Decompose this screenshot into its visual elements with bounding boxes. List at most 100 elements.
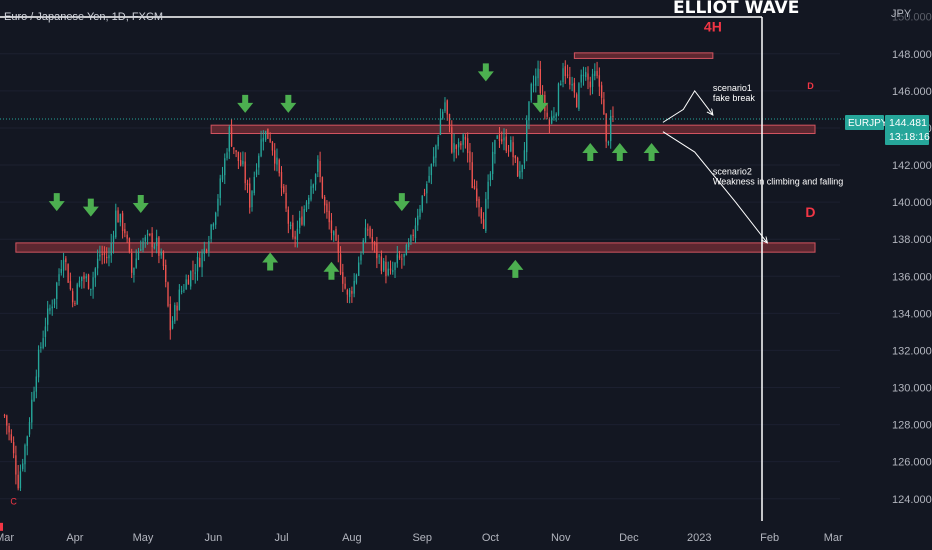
candle-body [42, 338, 44, 349]
candle-body [535, 76, 537, 86]
candle-body [264, 130, 267, 141]
candle-body [605, 113, 607, 142]
candle-body [194, 272, 196, 274]
candle-body [44, 326, 47, 337]
candle-body [501, 139, 503, 142]
x-tick-label: Jul [274, 532, 288, 544]
scenario2-note-line2: Weakness in climbing and falling [713, 176, 843, 186]
candle-body [457, 142, 460, 148]
candle-body [17, 474, 19, 489]
candle-body [562, 68, 564, 82]
candle-body [396, 254, 398, 264]
candle-body [385, 261, 387, 277]
zone-rect[interactable] [573, 52, 714, 59]
candle-body [444, 102, 446, 111]
candle-body [380, 256, 383, 271]
candle-body [251, 191, 253, 208]
candle-body [432, 156, 435, 163]
candle-body [253, 176, 255, 193]
candle-body [155, 237, 158, 247]
candle-body [512, 142, 514, 158]
candle-body [37, 349, 40, 378]
candle-body [407, 242, 410, 248]
candle-body [239, 160, 242, 166]
candle-body [190, 271, 192, 287]
candle-body [523, 150, 526, 164]
candle-body [301, 216, 303, 225]
x-tick-label: Jun [205, 532, 223, 544]
candle-body [110, 242, 112, 256]
y-tick-label: 126.000 [892, 457, 932, 469]
candle-body [130, 252, 133, 273]
candle-body [151, 233, 153, 248]
candle-body [317, 159, 319, 172]
y-tick-label: 134.000 [892, 308, 932, 320]
candle-body [448, 113, 451, 127]
candle-body [208, 241, 210, 252]
candle-body [537, 68, 539, 79]
candle-body [106, 257, 108, 259]
candle-body [298, 217, 301, 228]
candle-body [530, 84, 532, 101]
candle-body [287, 209, 290, 224]
candle-body [196, 257, 199, 272]
up-arrow-icon [507, 259, 524, 278]
candle-body [133, 267, 135, 276]
candle-body [310, 186, 312, 200]
candle-body [389, 268, 392, 271]
candle-body [271, 141, 274, 151]
candle-body [51, 306, 53, 309]
y-tick-label: 146.000 [892, 86, 932, 98]
candle-body [249, 183, 251, 208]
zone-rect[interactable] [210, 124, 816, 135]
candle-body [550, 116, 553, 124]
candle-body [169, 303, 171, 331]
up-arrow-icon [582, 143, 599, 162]
x-tick-label: Feb [760, 532, 779, 544]
candle-body [255, 169, 258, 175]
candle-body [162, 251, 165, 267]
candle-body [292, 222, 294, 238]
y-tick-label: 140.000 [892, 197, 932, 209]
candle-body [603, 99, 605, 115]
candle-body [267, 128, 269, 139]
candle-body [108, 255, 110, 259]
y-tick-label: 124.000 [892, 494, 932, 506]
candle-body [330, 220, 333, 234]
y-tick-label: 136.000 [892, 271, 932, 283]
candle-body [280, 172, 283, 189]
candle-body [260, 139, 262, 157]
x-tick-label: May [133, 532, 154, 544]
candle-body [12, 442, 15, 454]
candle-body [526, 120, 528, 153]
candle-body [589, 81, 591, 88]
down-arrow-icon [393, 193, 410, 212]
up-arrow-icon [262, 252, 279, 271]
candle-body [585, 72, 587, 78]
candle-body [426, 183, 428, 194]
candle-body [305, 202, 308, 211]
candle-body [333, 231, 335, 236]
candle-body [117, 210, 119, 223]
candle-body [371, 237, 374, 243]
candle-body [360, 254, 362, 261]
candle-body [115, 210, 117, 238]
candle-body [92, 277, 94, 290]
time-axis[interactable]: Mar Apr May Jun Jul Aug Sep Oct Nov Dec 2023 Feb Mar [0, 532, 843, 544]
candle-body [532, 84, 535, 86]
candle-body [221, 174, 224, 180]
candle-body [373, 241, 376, 246]
price-axis[interactable]: 124.000 126.000 128.000 130.000 132.000 134.0… [892, 12, 932, 506]
scenario-path-2 [662, 131, 767, 243]
candle-body [185, 279, 187, 290]
candle-body [494, 140, 496, 155]
candle-body [514, 155, 517, 159]
candle-body [76, 284, 78, 305]
candle-body [46, 308, 49, 325]
candle-body [276, 157, 278, 165]
